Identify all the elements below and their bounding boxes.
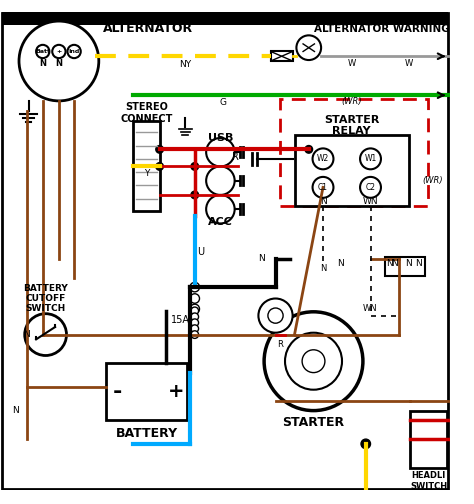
Text: W: W	[347, 59, 356, 68]
Text: Ind: Ind	[68, 49, 80, 54]
Text: 15A: 15A	[171, 316, 190, 326]
Text: N: N	[319, 197, 327, 206]
Circle shape	[190, 294, 200, 303]
Text: N: N	[12, 406, 18, 415]
Circle shape	[36, 45, 49, 58]
Text: U: U	[198, 247, 205, 257]
Circle shape	[268, 308, 283, 323]
Text: STARTER
RELAY: STARTER RELAY	[324, 115, 379, 137]
Circle shape	[206, 138, 235, 166]
Circle shape	[258, 298, 292, 333]
Circle shape	[19, 21, 99, 101]
Text: Y: Y	[144, 169, 149, 178]
Text: W: W	[404, 59, 413, 68]
Text: N: N	[386, 259, 393, 268]
Text: WN: WN	[363, 304, 378, 313]
Circle shape	[191, 191, 199, 199]
Text: N: N	[391, 259, 398, 268]
Text: +: +	[56, 49, 62, 54]
Text: N: N	[320, 264, 326, 273]
Bar	[2, 12, 448, 25]
Text: STEREO
CONNECT: STEREO CONNECT	[120, 102, 173, 124]
Text: N: N	[258, 254, 264, 263]
Text: N: N	[415, 259, 421, 268]
Text: R: R	[277, 340, 283, 349]
Text: W2: W2	[317, 154, 329, 163]
Text: BATTERY: BATTERY	[116, 427, 178, 440]
Text: ALTERNATOR: ALTERNATOR	[102, 22, 193, 35]
Circle shape	[190, 282, 200, 292]
Circle shape	[191, 319, 199, 327]
Circle shape	[305, 146, 312, 153]
Circle shape	[302, 350, 325, 372]
Circle shape	[361, 439, 371, 449]
Circle shape	[191, 163, 199, 170]
Circle shape	[67, 45, 81, 58]
Circle shape	[156, 163, 164, 170]
Circle shape	[312, 177, 334, 198]
Bar	[133, 121, 160, 211]
Circle shape	[156, 146, 164, 153]
Circle shape	[191, 307, 199, 314]
Text: HEADLI
SWITCH: HEADLI SWITCH	[410, 471, 447, 490]
Bar	[385, 257, 425, 276]
Circle shape	[206, 166, 235, 195]
Text: STARTER: STARTER	[283, 415, 345, 428]
Bar	[294, 135, 409, 206]
Circle shape	[312, 148, 334, 169]
Circle shape	[206, 195, 235, 223]
Text: N: N	[337, 259, 344, 268]
Text: G: G	[220, 98, 227, 107]
Circle shape	[52, 45, 65, 58]
Circle shape	[285, 333, 342, 390]
Text: +: +	[167, 382, 184, 401]
Text: USB: USB	[208, 133, 233, 143]
Circle shape	[191, 313, 199, 321]
Circle shape	[25, 313, 66, 355]
Text: Batt: Batt	[35, 49, 50, 54]
Text: N: N	[405, 259, 412, 268]
Circle shape	[296, 35, 321, 60]
Circle shape	[360, 148, 381, 169]
Text: NY: NY	[179, 60, 191, 69]
Bar	[280, 99, 428, 206]
Circle shape	[360, 177, 381, 198]
Text: W1: W1	[365, 154, 377, 163]
Text: BATTERY
CUTOFF
SWITCH: BATTERY CUTOFF SWITCH	[23, 284, 68, 313]
Text: R: R	[232, 152, 239, 162]
Text: C1: C1	[318, 183, 328, 192]
Bar	[410, 411, 447, 468]
Text: -: -	[113, 382, 122, 402]
Text: C2: C2	[365, 183, 375, 192]
Circle shape	[191, 331, 199, 338]
Bar	[106, 363, 187, 420]
Circle shape	[191, 325, 199, 333]
Text: N: N	[23, 330, 30, 339]
Circle shape	[264, 312, 363, 411]
Text: ALTERNATOR WARNING: ALTERNATOR WARNING	[313, 24, 449, 34]
Text: ACC: ACC	[208, 218, 233, 227]
Text: (WR): (WR)	[422, 176, 443, 185]
Circle shape	[190, 304, 200, 313]
Text: N: N	[55, 59, 63, 69]
Text: WN: WN	[363, 197, 378, 206]
Text: N: N	[39, 59, 46, 69]
Text: (WR): (WR)	[341, 97, 362, 106]
Bar	[271, 51, 292, 61]
